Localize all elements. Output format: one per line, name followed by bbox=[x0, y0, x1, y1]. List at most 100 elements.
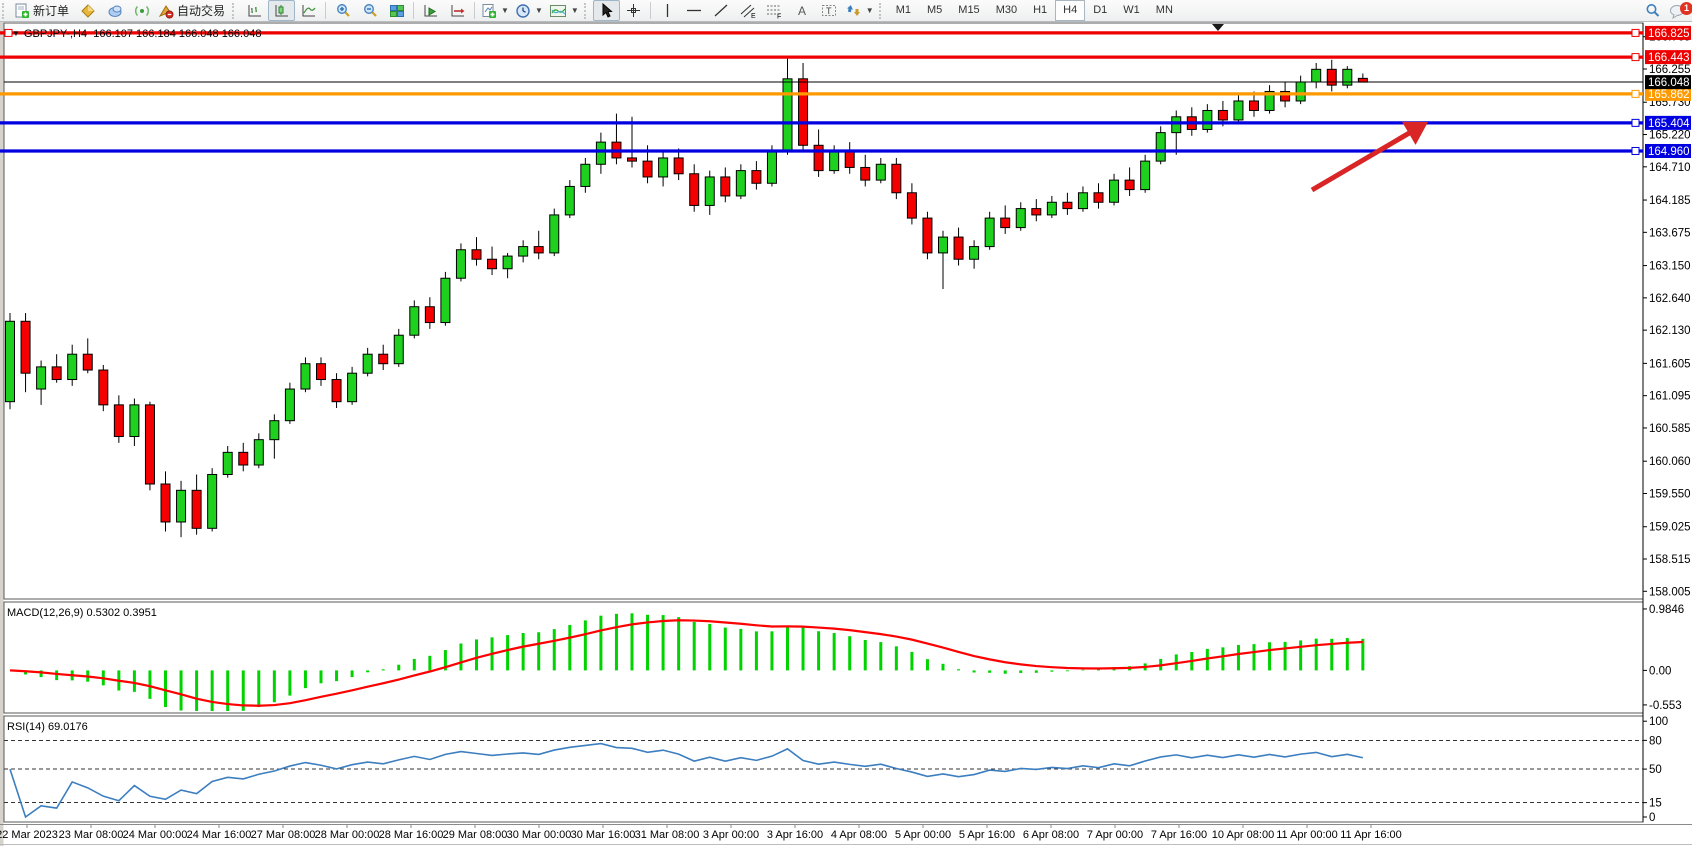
candles bbox=[5, 58, 1368, 538]
hline-handle[interactable] bbox=[1631, 118, 1640, 127]
bull-candle bbox=[1171, 116, 1182, 134]
fibonacci-button[interactable]: F bbox=[762, 0, 789, 21]
svg-text:162.640: 162.640 bbox=[1649, 293, 1691, 305]
publish-button[interactable] bbox=[101, 0, 128, 21]
toolbar-grip bbox=[878, 2, 886, 19]
trendline-icon bbox=[714, 4, 728, 17]
chart-shift-icon bbox=[451, 4, 465, 16]
zoom-in-button[interactable] bbox=[329, 0, 356, 21]
bear-candle bbox=[160, 483, 171, 523]
chevron-down-icon: ▼ bbox=[501, 6, 509, 15]
bear-candle bbox=[1000, 217, 1011, 229]
svg-text:22 Mar 2023: 22 Mar 2023 bbox=[0, 829, 58, 841]
bull-candle bbox=[5, 320, 15, 403]
timeframe-group: M1 M5 M15 M30 H1 H4 D1 W1 MN bbox=[888, 0, 1181, 21]
tile-windows-button[interactable] bbox=[383, 0, 410, 21]
bear-candle bbox=[689, 173, 700, 206]
bull-candle bbox=[1077, 192, 1088, 210]
bear-candle bbox=[627, 157, 637, 162]
trendline-button[interactable] bbox=[708, 0, 735, 21]
svg-text:6 Apr 08:00: 6 Apr 08:00 bbox=[1023, 829, 1079, 841]
candlestick-chart-button[interactable] bbox=[268, 0, 296, 21]
arrows-button[interactable]: ▼ bbox=[843, 0, 877, 21]
bull-candle bbox=[782, 78, 793, 153]
line-chart-icon bbox=[302, 4, 316, 16]
svg-text:158.515: 158.515 bbox=[1649, 554, 1691, 566]
toolbar-grip bbox=[583, 2, 591, 19]
periods-button[interactable]: ▼ bbox=[512, 0, 546, 21]
timeframe-MN[interactable]: MN bbox=[1155, 4, 1173, 16]
zoom-out-button[interactable] bbox=[356, 0, 383, 21]
trend-arrow[interactable] bbox=[1310, 126, 1418, 193]
vertical-line-button[interactable] bbox=[654, 0, 681, 21]
bear-candle bbox=[1326, 68, 1337, 86]
hline-handle[interactable] bbox=[4, 28, 13, 37]
timeframe-D1[interactable]: D1 bbox=[1093, 4, 1108, 16]
hline-handle[interactable] bbox=[1631, 53, 1640, 62]
bull-candle bbox=[564, 185, 575, 216]
line-chart-button[interactable] bbox=[295, 0, 322, 21]
svg-text:3 Apr 16:00: 3 Apr 16:00 bbox=[767, 829, 823, 841]
price-badge-166.825: 166.825 bbox=[1645, 25, 1691, 40]
cursor-button[interactable] bbox=[592, 0, 620, 21]
svg-text:163.150: 163.150 bbox=[1649, 261, 1691, 273]
timeframe-M1[interactable]: M1 bbox=[895, 4, 911, 16]
svg-text:10 Apr 08:00: 10 Apr 08:00 bbox=[1212, 829, 1274, 841]
time-axis: 22 Mar 2023 23 Mar 08:00 24 Mar 00:00 24 Ma… bbox=[0, 824, 1402, 841]
price-chart[interactable]: 166.765166.255165.730165.220164.710164.1… bbox=[0, 21, 1692, 846]
hline-handle[interactable] bbox=[1631, 146, 1640, 155]
bull-candle bbox=[704, 176, 715, 206]
chart-shift-button[interactable] bbox=[444, 0, 471, 21]
bull-candle bbox=[1311, 68, 1322, 83]
auto-trading-button[interactable]: 自动交易 bbox=[155, 0, 230, 21]
bull-candle bbox=[1015, 208, 1026, 229]
new-order-button[interactable]: 新订单 bbox=[11, 0, 74, 21]
timeframe-M5[interactable]: M5 bbox=[927, 4, 943, 16]
market-depth-button[interactable] bbox=[74, 0, 101, 21]
chart-title: ▼ GBPJPY-,H4 166.107 166.184 166.048 166.… bbox=[12, 28, 261, 40]
crosshair-button[interactable] bbox=[620, 0, 647, 21]
signals-button[interactable] bbox=[128, 0, 155, 21]
notifications-button[interactable]: 1 bbox=[1669, 1, 1692, 19]
bull-candle bbox=[1046, 201, 1057, 216]
bear-candle bbox=[487, 258, 498, 270]
timeframe-M30[interactable]: M30 bbox=[995, 4, 1018, 16]
chart-shift-marker[interactable] bbox=[1212, 24, 1224, 31]
candlestick-chart-icon bbox=[275, 4, 289, 16]
templates-button[interactable]: ▼ bbox=[546, 0, 582, 21]
trend-arrow-head[interactable] bbox=[1402, 121, 1428, 145]
clock-icon bbox=[516, 3, 530, 18]
bull-candle bbox=[1140, 160, 1151, 191]
svg-text:28 Mar 16:00: 28 Mar 16:00 bbox=[379, 829, 444, 841]
equidistant-channel-button[interactable]: E bbox=[735, 0, 762, 21]
svg-text:160.585: 160.585 bbox=[1649, 423, 1691, 435]
bull-candle bbox=[595, 141, 606, 165]
svg-text:161.605: 161.605 bbox=[1649, 358, 1691, 370]
bull-candle bbox=[658, 157, 669, 178]
chevron-down-icon: ▼ bbox=[534, 6, 543, 15]
toolbar-grip bbox=[232, 2, 239, 19]
timeframe-H1[interactable]: H1 bbox=[1033, 4, 1048, 16]
svg-text:50: 50 bbox=[1649, 764, 1662, 776]
equidistant-channel-icon: E bbox=[740, 4, 756, 19]
timeframe-M15[interactable]: M15 bbox=[958, 4, 980, 16]
bear-candle bbox=[1357, 77, 1368, 83]
bull-candle bbox=[502, 255, 513, 270]
search-icon[interactable] bbox=[1645, 3, 1661, 19]
horizontal-line-button[interactable] bbox=[681, 0, 708, 21]
text-label-button[interactable]: T bbox=[816, 0, 843, 21]
publish-icon bbox=[108, 5, 122, 17]
new-chart-button[interactable]: ▼ bbox=[478, 0, 512, 21]
bar-chart-button[interactable] bbox=[241, 0, 268, 21]
collapse-triangle-icon[interactable]: ▼ bbox=[12, 29, 20, 38]
horizontal-line-icon bbox=[687, 9, 702, 12]
bear-candle bbox=[98, 369, 109, 406]
auto-scroll-button[interactable] bbox=[417, 0, 444, 21]
hline-handle[interactable] bbox=[1631, 89, 1640, 98]
hline-handle[interactable] bbox=[1631, 28, 1640, 37]
text-button[interactable]: A bbox=[789, 0, 816, 21]
timeframe-H4[interactable]: H4 bbox=[1055, 0, 1086, 21]
bull-candle bbox=[269, 420, 280, 441]
chart-window[interactable]: 166.765166.255165.730165.220164.710164.1… bbox=[0, 21, 1692, 846]
timeframe-W1[interactable]: W1 bbox=[1123, 4, 1140, 16]
